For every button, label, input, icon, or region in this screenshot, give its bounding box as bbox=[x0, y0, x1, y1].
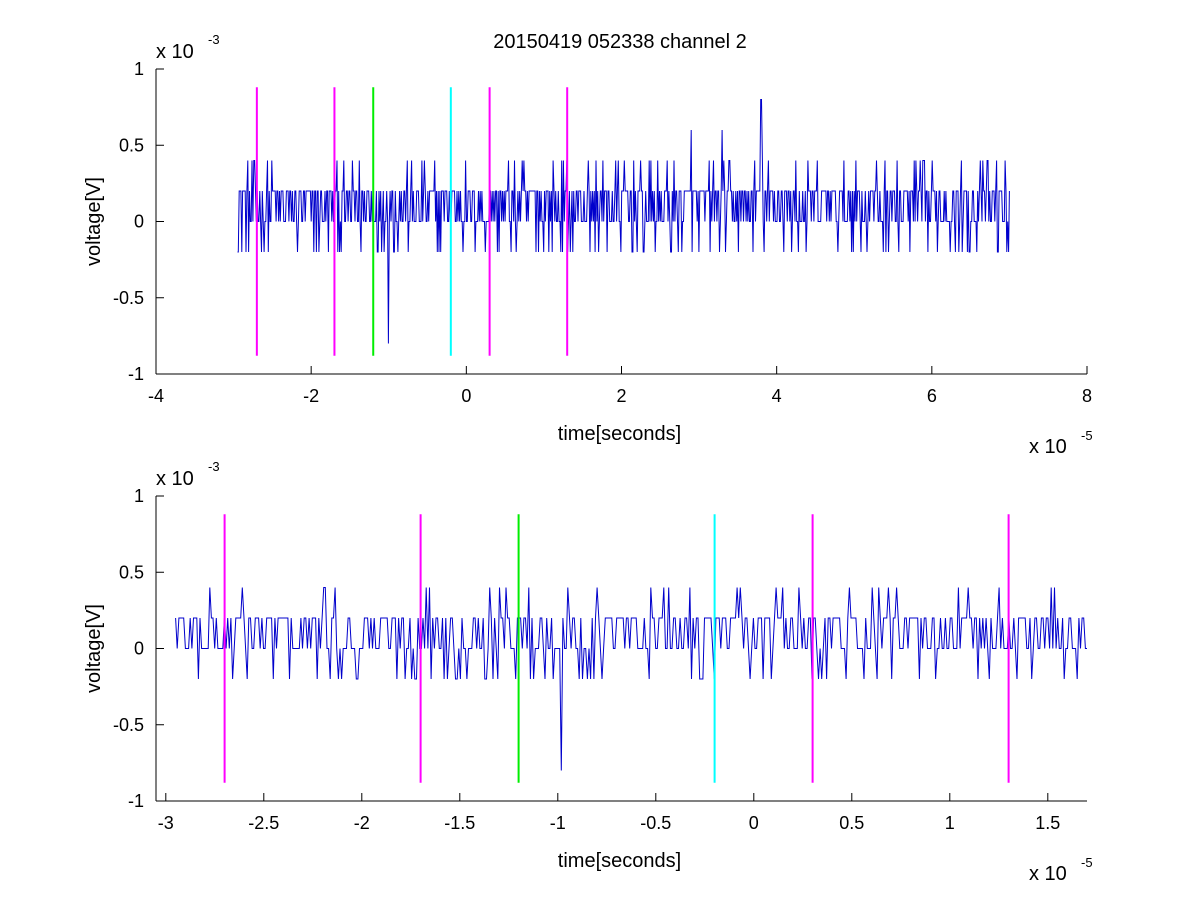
x-tick-label: -2 bbox=[354, 813, 370, 833]
x-tick-label: -1 bbox=[550, 813, 566, 833]
x-multiplier-exp: -5 bbox=[1081, 428, 1093, 443]
x-tick-label: 0.5 bbox=[839, 813, 864, 833]
y-tick-label: -1 bbox=[128, 791, 144, 811]
x-tick-label: 0 bbox=[749, 813, 759, 833]
x-tick-label: 1.5 bbox=[1035, 813, 1060, 833]
x-tick-label: -3 bbox=[158, 813, 174, 833]
x-axis-label: time[seconds] bbox=[558, 423, 681, 445]
x-tick-label: 1 bbox=[945, 813, 955, 833]
y-tick-label: 1 bbox=[134, 486, 144, 506]
y-multiplier-base: x 10 bbox=[156, 468, 194, 490]
top-subplot: 1 0.5 0 -0.5 -1-4 -2 0 2 4 6 8 time[seconds] voltage… bbox=[83, 32, 1093, 458]
signal-trace bbox=[175, 587, 1087, 771]
figure-title: 20150419 052338 channel 2 bbox=[493, 31, 747, 53]
x-tick-label: 0 bbox=[461, 386, 471, 406]
y-multiplier-exp: -3 bbox=[208, 459, 220, 474]
x-multiplier-exp: -5 bbox=[1081, 855, 1093, 870]
x-tick-label: -4 bbox=[148, 386, 164, 406]
x-multiplier-base: x 10 bbox=[1029, 436, 1067, 458]
x-tick-label: 4 bbox=[772, 386, 782, 406]
y-axis-label: voltage[V] bbox=[83, 604, 105, 693]
y-tick-label: -0.5 bbox=[113, 288, 144, 308]
y-tick-label: -1 bbox=[128, 364, 144, 384]
y-tick-label: 0.5 bbox=[119, 562, 144, 582]
x-multiplier-base: x 10 bbox=[1029, 863, 1067, 885]
y-tick-label: -0.5 bbox=[113, 715, 144, 735]
x-tick-label: -2.5 bbox=[248, 813, 279, 833]
x-tick-label: -1.5 bbox=[444, 813, 475, 833]
x-tick-label: -0.5 bbox=[640, 813, 671, 833]
y-tick-label: 1 bbox=[134, 59, 144, 79]
x-tick-label: -2 bbox=[303, 386, 319, 406]
x-tick-label: 2 bbox=[616, 386, 626, 406]
y-multiplier-base: x 10 bbox=[156, 41, 194, 63]
y-multiplier-exp: -3 bbox=[208, 32, 220, 47]
y-tick-label: 0 bbox=[134, 212, 144, 232]
x-tick-label: 8 bbox=[1082, 386, 1092, 406]
y-tick-label: 0.5 bbox=[119, 135, 144, 155]
signal-trace bbox=[237, 99, 1010, 344]
y-tick-label: 0 bbox=[134, 639, 144, 659]
x-axis-label: time[seconds] bbox=[558, 850, 681, 872]
y-axis-label: voltage[V] bbox=[83, 177, 105, 266]
x-tick-label: 6 bbox=[927, 386, 937, 406]
bottom-subplot: 1 0.5 0 -0.5 -1 -3 -2.5 -2 -1.5 -1 -0.5 0 0.5 1 1.5 tim… bbox=[83, 459, 1093, 885]
